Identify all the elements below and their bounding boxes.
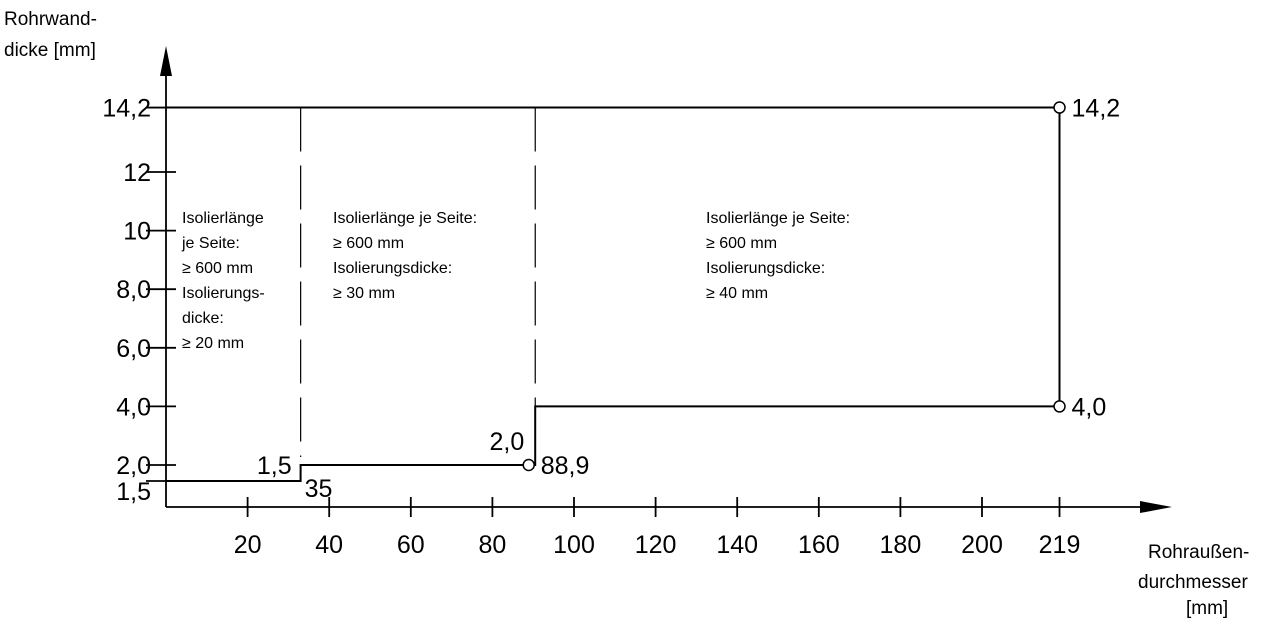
zone-3-text-line: Isolierungsdicke: — [706, 260, 825, 277]
step-label: 2,0 — [489, 428, 524, 456]
x-tick-label: 120 — [635, 531, 677, 559]
zone-1-text-line: dicke: — [182, 310, 224, 327]
x-axis-label-line-3: [mm] — [1186, 598, 1228, 618]
y-tick-label: 10 — [123, 218, 151, 246]
boundary-line — [166, 106, 1061, 482]
x-axis-label-line-2: durchmesser — [1138, 572, 1248, 593]
x-tick-label: 219 — [1039, 531, 1081, 559]
y-tick-label: 2,0 — [116, 452, 151, 480]
marker-circle — [1053, 101, 1066, 114]
zone-3-text-line: ≥ 600 mm — [706, 235, 777, 252]
x-tick-label: 160 — [798, 531, 840, 559]
x-tick-label: 80 — [478, 531, 506, 559]
y-axis-label-line-2: dicke [mm] — [4, 40, 96, 61]
y-tick-label: 14,2 — [102, 95, 151, 123]
zone-3-text-line: Isolierlänge je Seite: — [706, 210, 850, 227]
zone-2-text-line: Isolierlänge je Seite: — [333, 210, 477, 227]
y-tick-label: 6,0 — [116, 335, 151, 363]
x-tick-label: 180 — [880, 531, 922, 559]
y-tick-label: 4,0 — [116, 393, 151, 421]
marker-circle — [522, 458, 535, 472]
zone-1-text-line: Isolierlänge — [182, 210, 264, 227]
y-tick-label: 8,0 — [116, 276, 151, 304]
step-label: 35 — [305, 475, 333, 503]
y-tick-label: 1,5 — [116, 478, 151, 506]
marker-label: 88,9 — [541, 452, 590, 480]
marker-label: 14,2 — [1072, 95, 1121, 123]
x-tick-label: 100 — [553, 531, 595, 559]
x-tick-label: 60 — [397, 531, 425, 559]
y-tick-label: 12 — [123, 159, 151, 187]
x-axis-arrowhead — [1140, 501, 1172, 513]
zone-3-text-line: ≥ 40 mm — [706, 285, 768, 302]
x-tick-label: 40 — [315, 531, 343, 559]
x-tick-label: 20 — [234, 531, 262, 559]
step-label: 1,5 — [257, 452, 292, 480]
zone-1-text-line: ≥ 600 mm — [182, 260, 253, 277]
x-tick-label: 200 — [961, 531, 1003, 559]
zone-1-text-line: je Seite: — [181, 235, 240, 252]
x-tick-label: 140 — [716, 531, 758, 559]
zone-2-text-line: Isolierungsdicke: — [333, 260, 452, 277]
zone-1-text-line: Isolierungs- — [182, 285, 265, 302]
marker-label: 4,0 — [1072, 393, 1107, 421]
y-axis-label-line-1: Rohrwand- — [4, 9, 97, 30]
zone-2-text-line: ≥ 30 mm — [333, 285, 395, 302]
x-axis-label-line-1: Rohraußen- — [1148, 542, 1249, 563]
y-axis-arrowhead — [160, 46, 172, 76]
zone-1-text-line: ≥ 20 mm — [182, 335, 244, 352]
marker-circle — [1053, 400, 1066, 413]
zone-2-text-line: ≥ 600 mm — [333, 235, 404, 252]
